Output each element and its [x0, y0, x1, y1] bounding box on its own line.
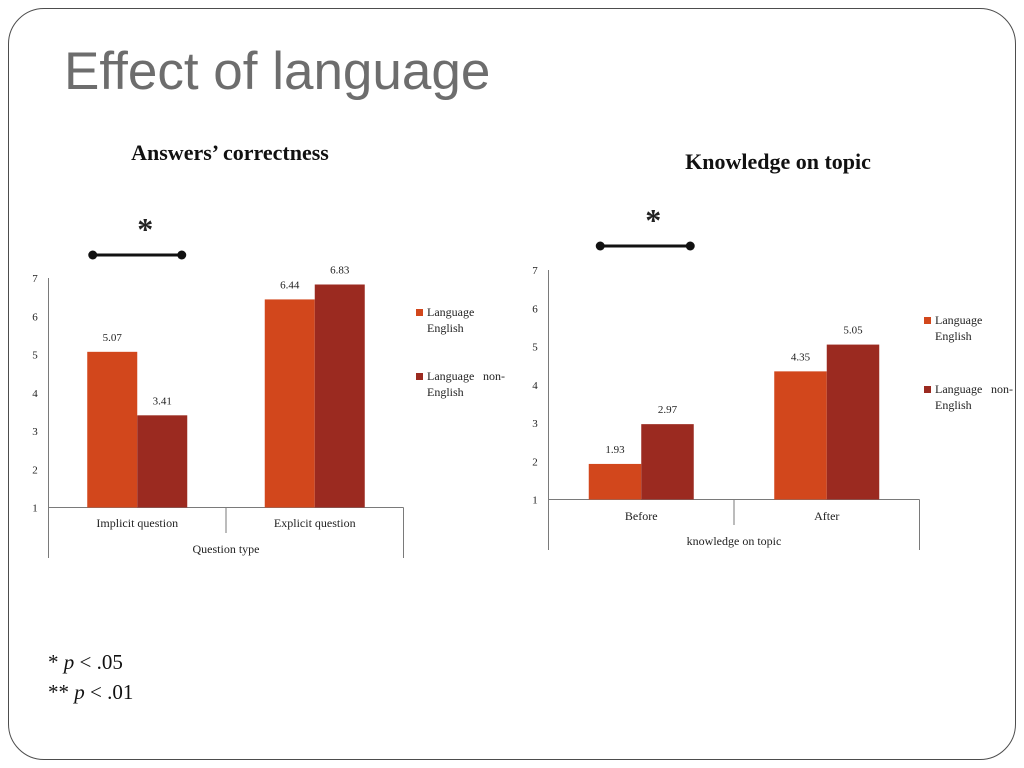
y-tick-label: 3: [532, 418, 538, 430]
legend-item-language-english: Language English: [416, 304, 508, 338]
x-axis-title: Question type: [193, 542, 260, 556]
footnote-threshold: < .01: [90, 680, 134, 704]
significance-bracket: *: [88, 211, 187, 260]
data-label: 6.83: [330, 265, 350, 277]
significance-endpoint: [177, 250, 187, 260]
footnote-p-symbol: p: [63, 650, 75, 674]
bar-language-english: [264, 299, 315, 508]
data-label: 1.93: [605, 444, 625, 456]
y-tick-label: 1: [32, 503, 38, 515]
bar-chart-knowledge-on-topic: 1 2 3 4 5 6 7 1.93 4.35 2.97 5.05 Before After knowle…: [532, 202, 920, 550]
data-label: 5.05: [843, 325, 863, 337]
significance-bracket: *: [595, 202, 695, 251]
legend-swatch: [416, 372, 423, 380]
bar-chart-answers-correctness: 1 2 3 4 5 6 7 5.07 6.44 3.41 6.83 Implicit question…: [32, 211, 404, 558]
bar-language-english: [87, 351, 138, 508]
legend-swatch: [924, 385, 931, 393]
footnotes: * p < .05 ** p < .01: [48, 647, 133, 707]
footnote-p-symbol: p: [74, 680, 85, 704]
legend-item-language-non-english: Language non-English: [416, 368, 508, 402]
slide-frame: [8, 8, 1016, 760]
significance-marker: *: [137, 211, 153, 247]
footnote-threshold: < .05: [79, 650, 123, 674]
legend-swatch: [924, 316, 931, 324]
category-label: Before: [625, 509, 658, 523]
y-tick-label: 1: [532, 495, 538, 507]
significance-endpoint: [88, 250, 98, 260]
y-tick-label: 6: [32, 311, 38, 323]
legend-item-language-non-english: Language non-English: [924, 381, 1016, 415]
data-label: 2.97: [658, 404, 678, 416]
bar-language-non-english: [641, 424, 694, 500]
footnote: * p < .05: [48, 647, 133, 677]
y-tick-label: 4: [532, 380, 538, 392]
bar-language-non-english: [314, 284, 365, 508]
data-label: 6.44: [280, 279, 300, 291]
data-label: 3.41: [153, 395, 172, 407]
footnote: ** p < .01: [48, 677, 133, 707]
y-tick-label: 7: [532, 265, 538, 277]
y-tick-label: 5: [532, 342, 538, 354]
category-label: Implicit question: [96, 516, 178, 530]
slide-title: Effect of language: [64, 42, 491, 101]
data-label: 5.07: [103, 332, 123, 344]
significance-endpoint: [685, 241, 695, 251]
category-label: After: [814, 509, 839, 523]
data-label: 4.35: [791, 351, 811, 363]
category-label: Explicit question: [274, 516, 356, 530]
legend-label: Language English: [935, 313, 983, 343]
bar-language-non-english: [137, 415, 188, 508]
y-tick-label: 6: [532, 303, 538, 315]
legend-label: Language non-English: [427, 369, 505, 399]
footnote-marker: *: [48, 650, 59, 674]
chart-title: Answers’ correctness: [131, 140, 329, 165]
y-tick-label: 3: [32, 426, 38, 438]
y-tick-label: 5: [32, 350, 38, 362]
legend-label: Language English: [427, 305, 475, 335]
bar-language-english: [588, 463, 642, 500]
chart-title: Knowledge on topic: [685, 149, 871, 174]
y-tick-label: 7: [32, 273, 38, 285]
significance-endpoint: [595, 241, 605, 251]
significance-marker: *: [645, 202, 661, 238]
legend-item-language-english: Language English: [924, 312, 1016, 346]
bar-language-non-english: [826, 344, 880, 500]
y-tick-label: 4: [32, 388, 38, 400]
legend-swatch: [416, 308, 423, 316]
y-tick-label: 2: [32, 464, 38, 476]
footnote-marker: **: [48, 680, 69, 704]
y-tick-label: 2: [532, 456, 538, 468]
x-axis-title: knowledge on topic: [687, 534, 782, 548]
legend-label: Language non-English: [935, 382, 1013, 412]
bar-language-english: [774, 371, 827, 500]
